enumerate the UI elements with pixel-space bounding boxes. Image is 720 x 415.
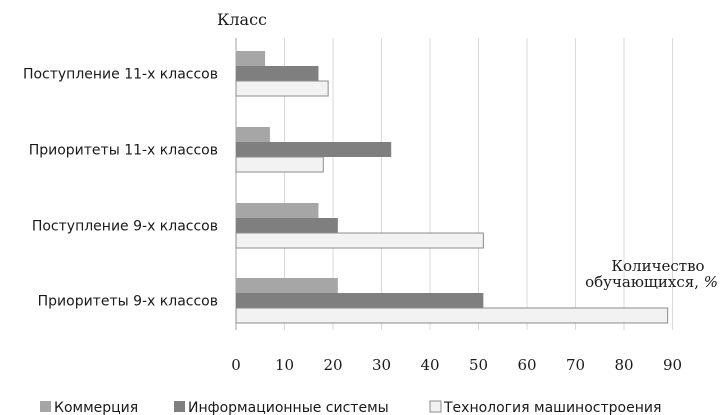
legend-item: Коммерция xyxy=(40,400,138,415)
y-axis-title: Класс xyxy=(217,10,267,29)
bar xyxy=(236,127,270,142)
bar xyxy=(236,51,266,66)
x-axis-title-text: обучающихся, xyxy=(585,273,704,291)
category-label: Поступление 9-х классов xyxy=(32,219,218,235)
bar xyxy=(235,80,329,97)
legend-label: Технология машиностроения xyxy=(443,400,661,415)
legend: Коммерция Информационные системы Технологи… xyxy=(40,400,661,415)
bar xyxy=(236,66,319,81)
legend-item: Технология машиностроения xyxy=(429,400,661,415)
bar xyxy=(235,232,484,249)
bar xyxy=(236,203,319,218)
category-label: Приоритеты 11-х классов xyxy=(29,143,218,159)
x-tick-label: 50 xyxy=(469,356,488,374)
x-tick-label: 0 xyxy=(231,356,241,374)
bar xyxy=(236,142,392,157)
x-tick-label: 90 xyxy=(663,356,682,374)
legend-item: Информационные системы xyxy=(174,400,389,415)
category-label: Поступление 11-х классов xyxy=(23,67,218,83)
bar xyxy=(236,278,338,293)
x-axis-title-unit: % xyxy=(704,273,718,291)
x-tick-label: 20 xyxy=(323,356,342,374)
legend-label: Информационные системы xyxy=(188,400,389,415)
x-tick-label: 10 xyxy=(275,356,294,374)
legend-swatch xyxy=(40,401,51,412)
legend-swatch xyxy=(174,401,185,412)
x-tick-label: 80 xyxy=(614,356,633,374)
legend-swatch xyxy=(429,400,442,413)
category-labels: Поступление 11-х классов Приоритеты 11-х … xyxy=(23,67,218,310)
x-tick-label: 40 xyxy=(420,356,439,374)
x-tick-labels: 0 10 20 30 40 50 60 70 80 90 xyxy=(231,356,682,374)
x-tick-label: 60 xyxy=(517,356,536,374)
bar xyxy=(236,293,484,308)
bar xyxy=(235,156,324,173)
legend-label: Коммерция xyxy=(54,400,138,415)
x-axis-title-line2: обучающихся, % xyxy=(585,273,718,291)
bars xyxy=(235,51,669,324)
x-tick-label: 70 xyxy=(566,356,585,374)
bar xyxy=(236,218,338,233)
x-tick-label: 30 xyxy=(372,356,391,374)
x-axis-title-line1: Количество xyxy=(611,257,704,275)
category-label: Приоритеты 9-х классов xyxy=(38,294,218,310)
bar xyxy=(235,307,669,324)
